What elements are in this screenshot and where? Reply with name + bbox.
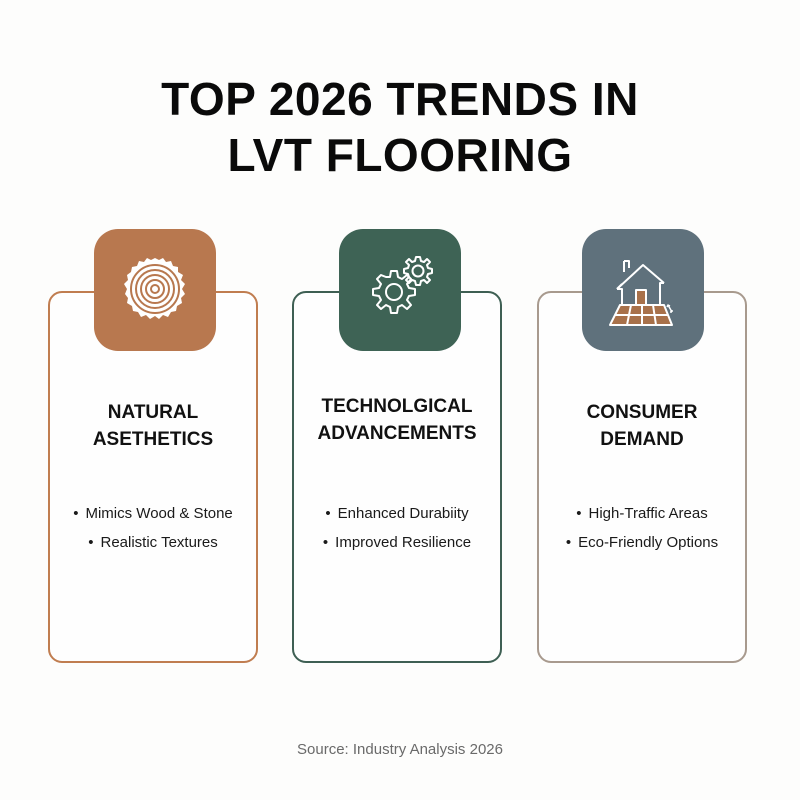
title-line-2: LVT FLOORING [227, 128, 573, 181]
bullet-item: Realistic Textures [50, 528, 256, 557]
bullet-list: Mimics Wood & Stone Realistic Textures [50, 499, 256, 557]
card-heading: TECHNOLGICAL ADVANCEMENTS [294, 393, 500, 447]
bullet-item: Mimics Wood & Stone [50, 499, 256, 528]
bullet-item: Eco-Friendly Options [539, 528, 745, 557]
icon-tile-natural [94, 229, 216, 351]
title-line-1: TOP 2026 TRENDS IN [161, 72, 639, 125]
card-heading-line-2: ADVANCEMENTS [317, 423, 477, 444]
card-heading-line-1: TECHNOLGICAL [321, 396, 473, 417]
page-title: TOP 2026 TRENDS IN LVT FLOORING [0, 71, 800, 183]
gears-icon [372, 256, 433, 314]
trend-card-natural-aesthetics: NATURAL ASETHETICS Mimics Wood & Stone R… [48, 291, 258, 663]
card-heading-line-2: DEMAND [600, 429, 684, 450]
trend-card-consumer-demand: CONSUMER DEMAND High-Traffic Areas Eco-F… [537, 291, 747, 663]
bullet-list: Enhanced Durabiity Improved Resilience [294, 499, 500, 557]
card-heading-line-1: NATURAL [107, 402, 199, 423]
icon-tile-consumer [582, 229, 704, 351]
card-heading-line-2: ASETHETICS [92, 429, 214, 450]
source-citation: Source: Industry Analysis 2026 [297, 741, 503, 758]
trend-card-technological-advancements: TECHNOLGICAL ADVANCEMENTS Enhanced Durab… [292, 291, 502, 663]
bullet-item: Enhanced Durabiity [294, 499, 500, 528]
house-floor-icon [609, 260, 673, 326]
bullet-list: High-Traffic Areas Eco-Friendly Options [539, 499, 745, 557]
card-heading: CONSUMER DEMAND [539, 399, 745, 453]
tree-rings-icon [124, 258, 185, 319]
bullet-item: Improved Resilience [294, 528, 500, 557]
bullet-item: High-Traffic Areas [539, 499, 745, 528]
card-heading-line-1: CONSUMER [586, 402, 698, 423]
card-heading: NATURAL ASETHETICS [50, 399, 256, 453]
icon-tile-technology [339, 229, 461, 351]
